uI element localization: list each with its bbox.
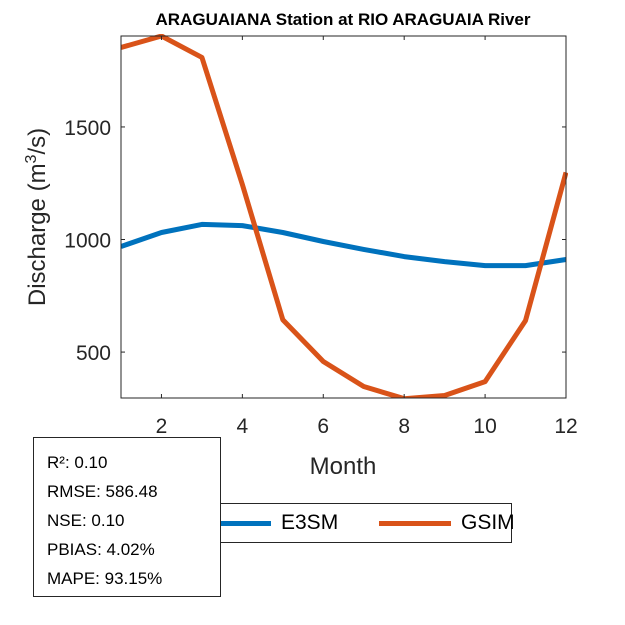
x-tick-label: 10 — [473, 415, 496, 438]
y-axis-ticks: 500 1000 1500 — [64, 117, 566, 365]
y-axis-label-superscript: 3 — [23, 154, 40, 163]
legend-swatch-e3sm — [221, 520, 271, 526]
y-axis-label-prefix: Discharge (m — [24, 163, 51, 306]
x-axis-label: Month — [310, 453, 377, 480]
x-tick-label: 6 — [317, 415, 329, 438]
legend-label-e3sm: E3SM — [281, 511, 339, 534]
x-tick-label: 2 — [156, 415, 168, 438]
legend-item-gsim: GSIM — [369, 504, 515, 542]
legend-swatch-gsim — [379, 520, 451, 526]
stat-nse: NSE: 0.10 — [47, 511, 125, 530]
series-line-e3sm — [121, 221, 567, 269]
x-tick-label: 8 — [398, 415, 410, 438]
x-tick-label: 4 — [237, 415, 249, 438]
series-line-gsim — [121, 34, 568, 398]
stat-mape: MAPE: 93.15% — [47, 569, 163, 588]
legend: E3SM GSIM — [221, 503, 515, 543]
stat-r2: R²: 0.10 — [47, 453, 108, 472]
y-axis-label: Discharge (m3/s) — [23, 128, 51, 306]
y-tick-label: 1500 — [64, 117, 111, 140]
x-axis-ticks: 2 4 6 8 10 12 — [156, 36, 578, 438]
y-tick-label: 1000 — [64, 230, 111, 253]
plot-area — [121, 36, 566, 398]
chart-title: ARAGUAIANA Station at RIO ARAGUAIA River — [156, 10, 531, 29]
stat-pbias: PBIAS: 4.02% — [47, 540, 155, 559]
stat-rmse: RMSE: 586.48 — [47, 482, 158, 501]
axes-box — [120, 35, 567, 399]
legend-label-gsim: GSIM — [461, 511, 515, 534]
y-axis-label-suffix: /s) — [24, 128, 51, 155]
x-tick-label: 12 — [554, 415, 577, 438]
y-tick-label: 500 — [76, 342, 111, 365]
stats-annotation-box: R²: 0.10 RMSE: 586.48 NSE: 0.10 PBIAS: 4… — [33, 437, 221, 597]
series-layer — [121, 34, 568, 398]
legend-item-e3sm: E3SM — [221, 504, 338, 542]
